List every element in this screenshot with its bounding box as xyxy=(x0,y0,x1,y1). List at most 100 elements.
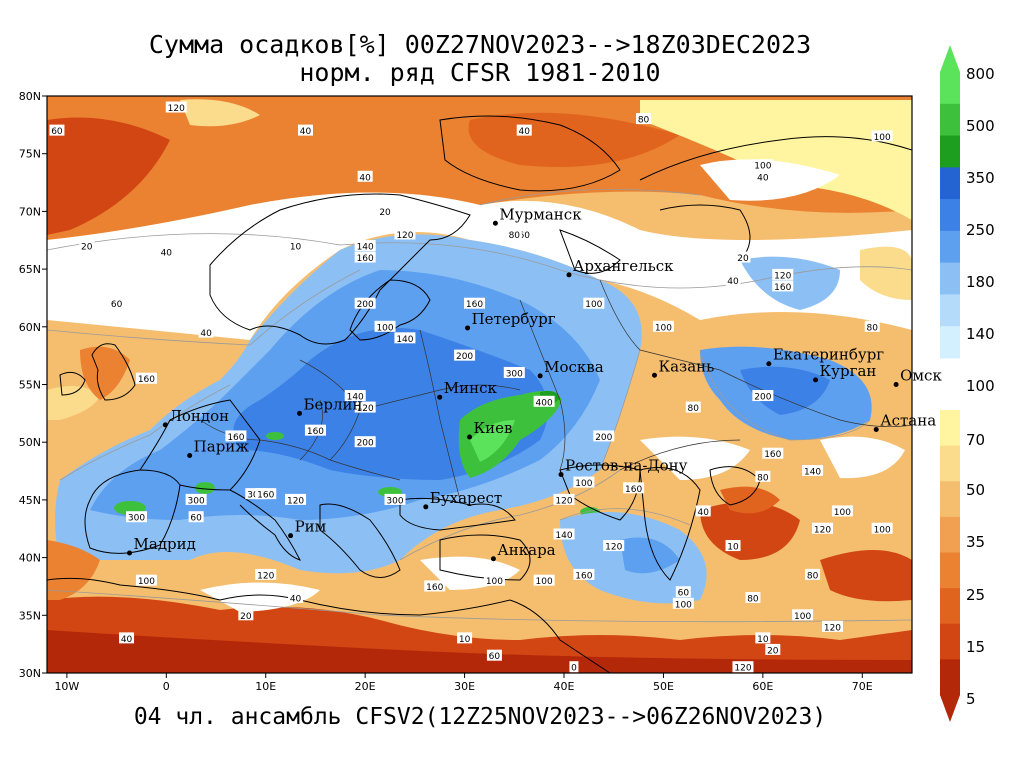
colorbar-label: 5 xyxy=(966,690,976,708)
contour-label-bg xyxy=(394,332,416,344)
contour-label: 60 xyxy=(678,589,690,599)
contour-label: 40 xyxy=(519,127,531,137)
contour-label: 40 xyxy=(757,173,769,183)
contour-label-bg xyxy=(871,130,893,142)
contour-label: 100 xyxy=(834,508,851,518)
contour-label-bg xyxy=(354,401,376,413)
contour-label-bg xyxy=(573,568,595,580)
contour-label: 100 xyxy=(575,479,592,489)
contour-label-bg xyxy=(188,511,204,523)
contour-label: 160 xyxy=(138,375,155,385)
contour-label-bg xyxy=(135,372,157,384)
contour-label: 300 xyxy=(386,496,403,506)
contour-label: 400 xyxy=(536,398,553,408)
contour-label-bg xyxy=(821,620,843,632)
lon-tick-label: 0 xyxy=(163,680,170,693)
contour-label: 80 xyxy=(688,404,700,414)
contour-label-bg xyxy=(79,240,95,252)
colorbar-label: 50 xyxy=(966,481,985,499)
contour-label-bg xyxy=(357,170,373,182)
contour-label: 140 xyxy=(396,335,413,345)
city-label: Киев xyxy=(474,419,513,437)
contour-label: 80 xyxy=(807,571,819,581)
colorbar-top-arrow xyxy=(940,45,960,72)
contour-label: 100 xyxy=(675,600,692,610)
contour-label: 160 xyxy=(257,491,274,501)
contour-label-bg xyxy=(288,240,304,252)
lat-tick-label: 30N xyxy=(19,667,41,680)
colorbar-swatch xyxy=(940,588,960,625)
contour-label: 160 xyxy=(307,427,324,437)
city-label: Курган xyxy=(820,362,877,380)
contour-label-bg xyxy=(424,580,446,592)
contour-label-bg xyxy=(354,436,376,448)
contour-label-bg xyxy=(506,228,522,240)
city-label: Берлин xyxy=(304,395,363,413)
contour-label-bg xyxy=(533,395,555,407)
contour-label: 120 xyxy=(814,525,831,535)
contour-label: 20 xyxy=(81,243,93,253)
contour-label: 200 xyxy=(357,300,374,310)
contour-label: 120 xyxy=(287,496,304,506)
contour-label: 160 xyxy=(774,283,791,293)
contour-label: 200 xyxy=(357,439,374,449)
contour-label-bg xyxy=(255,568,277,580)
city-dot xyxy=(288,533,294,539)
city-dot xyxy=(297,410,303,416)
contour-label-bg xyxy=(384,493,406,505)
contour-label: 200 xyxy=(595,433,612,443)
contour-label: 60 xyxy=(190,514,202,524)
contour-label: 160 xyxy=(625,485,642,495)
city-dot xyxy=(127,550,133,556)
contour-label-bg xyxy=(725,274,741,286)
city-dot xyxy=(162,422,168,428)
contour-label-bg xyxy=(125,511,147,523)
city-label: Мадрид xyxy=(134,535,196,553)
contour-lines xyxy=(47,189,912,623)
contour-label: 160 xyxy=(575,571,592,581)
city-dot xyxy=(467,434,473,440)
city-label: Омск xyxy=(900,367,942,385)
city-label: Мурманск xyxy=(499,205,582,223)
contour-label: 40 xyxy=(161,248,173,258)
city-dot xyxy=(558,472,564,478)
contour-label: 10 xyxy=(290,243,302,253)
contour-label: 160 xyxy=(466,300,483,310)
city-label: Астана xyxy=(880,412,936,430)
contour-label-bg xyxy=(374,320,396,332)
lon-tick-label: 50E xyxy=(653,680,674,693)
contour-label: 140 xyxy=(804,468,821,478)
contour-label-bg xyxy=(672,597,694,609)
contour-label-bg xyxy=(755,632,771,644)
contour-label-bg xyxy=(457,632,473,644)
lat-tick-label: 60N xyxy=(19,321,41,334)
lat-tick-label: 80N xyxy=(19,90,41,103)
contour-label-bg xyxy=(354,297,376,309)
colorbar-swatch xyxy=(940,516,960,553)
contour-label: 60 xyxy=(519,231,531,241)
city-label: Бухарест xyxy=(430,489,502,507)
contour-label-bg xyxy=(762,447,784,459)
contour-label: 60 xyxy=(489,652,501,662)
contour-label-bg xyxy=(483,574,505,586)
contour-label-bg xyxy=(344,390,366,402)
contour-label: 100 xyxy=(794,612,811,622)
colorbar-label: 250 xyxy=(966,221,995,239)
colorbar-label: 180 xyxy=(966,273,995,291)
coastlines xyxy=(47,115,912,673)
contour-label: 120 xyxy=(357,404,374,414)
contour-label: 120 xyxy=(774,271,791,281)
colorbar-labels: 800 500 350 250 180 140 100 70 50 35 25 15 5 xyxy=(966,65,995,708)
contour-label-bg xyxy=(593,430,615,442)
contour-label: 40 xyxy=(121,635,133,645)
contour-label-bg xyxy=(298,124,314,136)
colorbar-bottom-arrow xyxy=(940,695,960,722)
contour-label-bg xyxy=(238,609,254,621)
contour-label-bg xyxy=(304,424,326,436)
city-label: Петербург xyxy=(472,310,556,328)
contour-label: 40 xyxy=(727,277,739,287)
contour-label: 10 xyxy=(459,635,471,645)
city-label: Минск xyxy=(444,379,498,397)
contour-label-bg xyxy=(755,470,771,482)
colorbar-swatch xyxy=(940,326,960,359)
